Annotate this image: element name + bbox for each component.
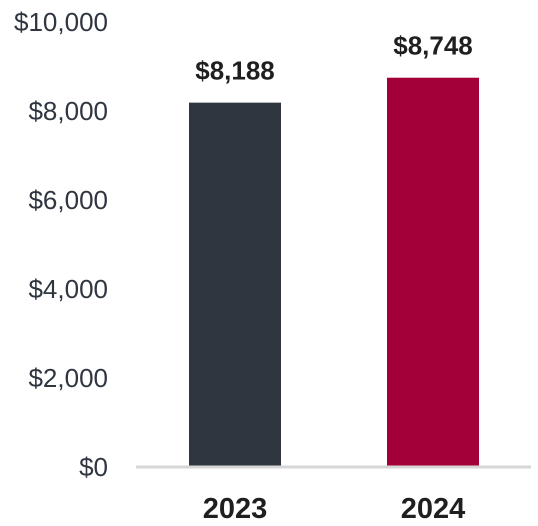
y-tick-label: $0 (79, 452, 108, 482)
y-tick-label: $10,000 (14, 7, 108, 37)
y-tick-label: $8,000 (28, 96, 108, 126)
x-category-label: 2023 (203, 493, 268, 525)
bar-value-label: $8,188 (195, 56, 275, 86)
x-axis: 2023 2024 (203, 493, 466, 525)
bars: $8,188 $8,748 (189, 31, 479, 468)
bar-2024 (387, 77, 479, 468)
x-category-label: 2024 (401, 493, 466, 525)
bar-2023 (189, 102, 281, 467)
y-tick-label: $4,000 (28, 274, 108, 304)
bar-value-label: $8,748 (393, 31, 473, 61)
y-tick-label: $6,000 (28, 185, 108, 215)
y-axis: $0 $2,000 $4,000 $6,000 $8,000 $10,000 (14, 7, 108, 482)
y-tick-label: $2,000 (28, 363, 108, 393)
